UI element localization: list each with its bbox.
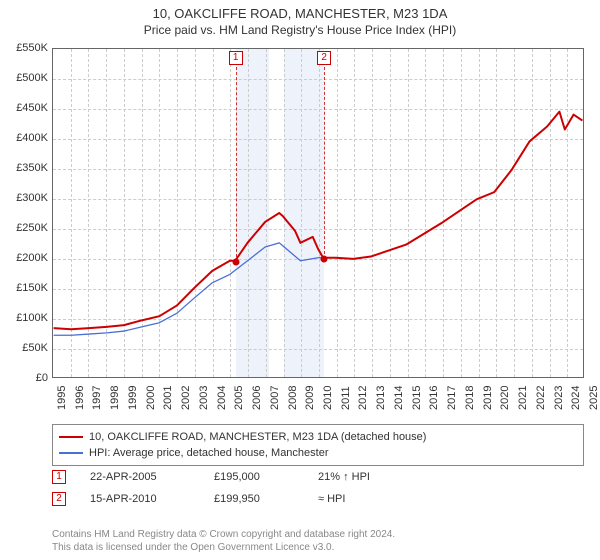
xtick-label: 2004 bbox=[216, 386, 228, 410]
sale-2-relation: ≈ HPI bbox=[318, 493, 418, 505]
sale-1-date: 22-APR-2005 bbox=[90, 471, 190, 483]
series-line-hpi bbox=[54, 243, 323, 335]
ytick-label: £450K bbox=[2, 102, 48, 114]
series-line-property bbox=[54, 112, 583, 330]
xtick-label: 2007 bbox=[269, 386, 281, 410]
xtick-label: 2002 bbox=[180, 386, 192, 410]
chart-plot-area: 12 bbox=[52, 48, 584, 378]
legend-label-hpi: HPI: Average price, detached house, Manc… bbox=[89, 445, 329, 461]
xtick-label: 1998 bbox=[109, 386, 121, 410]
xtick-label: 2010 bbox=[322, 386, 334, 410]
sale-marker-1-icon: 1 bbox=[52, 470, 66, 484]
sale-marker-vline bbox=[324, 67, 325, 259]
legend-item-property: 10, OAKCLIFFE ROAD, MANCHESTER, M23 1DA … bbox=[59, 429, 577, 445]
xtick-label: 1995 bbox=[56, 386, 68, 410]
ytick-label: £550K bbox=[2, 42, 48, 54]
title-block: 10, OAKCLIFFE ROAD, MANCHESTER, M23 1DA … bbox=[0, 0, 600, 37]
legend-swatch-hpi bbox=[59, 452, 83, 454]
chart-svg bbox=[53, 49, 583, 377]
footer-line-1: Contains HM Land Registry data © Crown c… bbox=[52, 528, 584, 541]
main-title: 10, OAKCLIFFE ROAD, MANCHESTER, M23 1DA bbox=[0, 6, 600, 21]
chart-container: 10, OAKCLIFFE ROAD, MANCHESTER, M23 1DA … bbox=[0, 0, 600, 560]
xtick-label: 2003 bbox=[198, 386, 210, 410]
footer-attribution: Contains HM Land Registry data © Crown c… bbox=[52, 528, 584, 554]
xtick-label: 2006 bbox=[251, 386, 263, 410]
xtick-label: 2019 bbox=[482, 386, 494, 410]
xtick-label: 2005 bbox=[233, 386, 245, 410]
legend-box: 10, OAKCLIFFE ROAD, MANCHESTER, M23 1DA … bbox=[52, 424, 584, 466]
legend-item-hpi: HPI: Average price, detached house, Manc… bbox=[59, 445, 577, 461]
xtick-label: 2020 bbox=[499, 386, 511, 410]
xtick-label: 2013 bbox=[375, 386, 387, 410]
ytick-label: £50K bbox=[2, 342, 48, 354]
ytick-label: £200K bbox=[2, 252, 48, 264]
xtick-label: 2009 bbox=[304, 386, 316, 410]
xtick-label: 2016 bbox=[428, 386, 440, 410]
ytick-label: £350K bbox=[2, 162, 48, 174]
xtick-label: 2015 bbox=[411, 386, 423, 410]
xtick-label: 2017 bbox=[446, 386, 458, 410]
xtick-label: 2000 bbox=[145, 386, 157, 410]
sub-title: Price paid vs. HM Land Registry's House … bbox=[0, 23, 600, 37]
sale-1-relation: 21% ↑ HPI bbox=[318, 471, 418, 483]
xtick-label: 2008 bbox=[287, 386, 299, 410]
ytick-label: £250K bbox=[2, 222, 48, 234]
sale-2-price: £199,950 bbox=[214, 493, 294, 505]
xtick-label: 2022 bbox=[535, 386, 547, 410]
footer-line-2: This data is licensed under the Open Gov… bbox=[52, 541, 584, 554]
xtick-label: 2011 bbox=[340, 386, 352, 410]
sale-2-date: 15-APR-2010 bbox=[90, 493, 190, 505]
sale-row-1: 1 22-APR-2005 £195,000 21% ↑ HPI bbox=[52, 470, 584, 484]
xtick-label: 2012 bbox=[357, 386, 369, 410]
sale-point bbox=[321, 256, 328, 263]
xtick-label: 2014 bbox=[393, 386, 405, 410]
xtick-label: 2023 bbox=[553, 386, 565, 410]
xtick-label: 1999 bbox=[127, 386, 139, 410]
sales-table: 1 22-APR-2005 £195,000 21% ↑ HPI 2 15-AP… bbox=[52, 470, 584, 514]
xtick-label: 2001 bbox=[162, 386, 174, 410]
sale-marker-2-icon: 2 bbox=[52, 492, 66, 506]
ytick-label: £300K bbox=[2, 192, 48, 204]
legend-swatch-property bbox=[59, 436, 83, 438]
sale-marker-vline bbox=[236, 67, 237, 262]
sale-1-price: £195,000 bbox=[214, 471, 294, 483]
ytick-label: £400K bbox=[2, 132, 48, 144]
xtick-label: 2021 bbox=[517, 386, 529, 410]
ytick-label: £0 bbox=[2, 372, 48, 384]
ytick-label: £500K bbox=[2, 72, 48, 84]
sale-marker-box: 2 bbox=[317, 51, 331, 65]
ytick-label: £150K bbox=[2, 282, 48, 294]
xtick-label: 1996 bbox=[74, 386, 86, 410]
xtick-label: 1997 bbox=[91, 386, 103, 410]
sale-marker-box: 1 bbox=[229, 51, 243, 65]
xtick-label: 2024 bbox=[570, 386, 582, 410]
sale-row-2: 2 15-APR-2010 £199,950 ≈ HPI bbox=[52, 492, 584, 506]
xtick-label: 2018 bbox=[464, 386, 476, 410]
legend-label-property: 10, OAKCLIFFE ROAD, MANCHESTER, M23 1DA … bbox=[89, 429, 426, 445]
sale-point bbox=[232, 259, 239, 266]
xtick-label: 2025 bbox=[588, 386, 600, 410]
ytick-label: £100K bbox=[2, 312, 48, 324]
